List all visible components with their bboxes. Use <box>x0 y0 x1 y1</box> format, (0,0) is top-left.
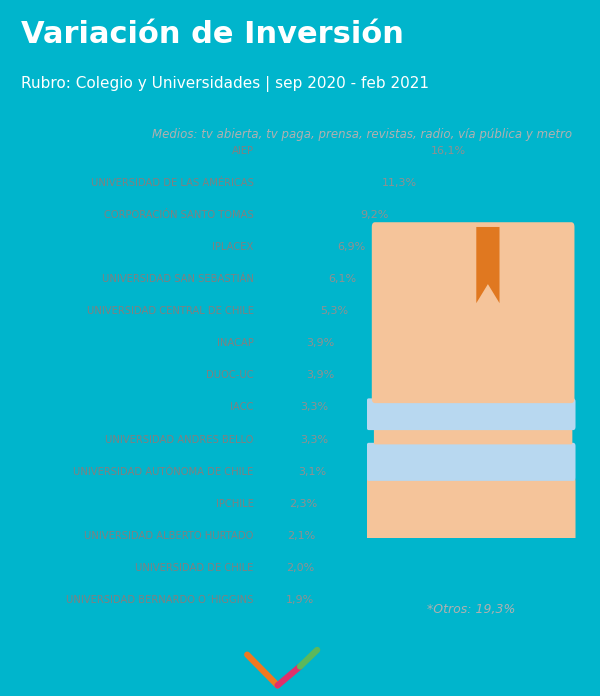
Text: 3,3%: 3,3% <box>300 402 328 413</box>
FancyBboxPatch shape <box>372 222 574 403</box>
Bar <box>262 496 286 512</box>
Bar <box>262 142 428 159</box>
Text: INACAP: INACAP <box>217 338 254 348</box>
Bar <box>262 367 302 383</box>
Bar <box>262 207 357 223</box>
Text: Variación de Inversión: Variación de Inversión <box>21 20 404 49</box>
Text: IACC: IACC <box>230 402 254 413</box>
Bar <box>262 174 379 191</box>
Bar <box>262 271 325 287</box>
FancyBboxPatch shape <box>367 398 575 430</box>
Text: 9,2%: 9,2% <box>361 209 389 220</box>
Text: 5,3%: 5,3% <box>320 306 349 316</box>
Text: 11,3%: 11,3% <box>382 177 417 188</box>
Text: 3,9%: 3,9% <box>306 370 334 380</box>
Text: 1,9%: 1,9% <box>286 595 314 605</box>
Text: UNIVERSIDAD ANDRES BELLO: UNIVERSIDAD ANDRES BELLO <box>106 434 254 445</box>
Polygon shape <box>476 227 500 303</box>
Text: IPLACEX: IPLACEX <box>212 242 254 252</box>
Bar <box>262 432 296 448</box>
Text: *Otros: 19,3%: *Otros: 19,3% <box>427 603 515 616</box>
FancyBboxPatch shape <box>367 477 575 541</box>
Text: UNIVERSIDAD ALBERTO HURTADO: UNIVERSIDAD ALBERTO HURTADO <box>85 531 254 541</box>
Text: Medios: tv abierta, tv paga, prensa, revistas, radio, vía pública y metro: Medios: tv abierta, tv paga, prensa, rev… <box>152 128 572 141</box>
Text: UNIVERSIDAD DE LAS AMÉRICAS: UNIVERSIDAD DE LAS AMÉRICAS <box>91 177 254 188</box>
Text: 16,1%: 16,1% <box>431 145 466 155</box>
FancyBboxPatch shape <box>367 443 575 481</box>
Text: CORPORACIÓN SANTO TOMAS: CORPORACIÓN SANTO TOMAS <box>104 209 254 220</box>
Text: UNIVERSIDAD AUTÓNOMA DE CHILE: UNIVERSIDAD AUTÓNOMA DE CHILE <box>73 467 254 477</box>
Text: egatime: egatime <box>316 661 398 679</box>
FancyBboxPatch shape <box>374 429 572 444</box>
Bar <box>262 239 333 255</box>
Text: DUOC-UC: DUOC-UC <box>206 370 254 380</box>
Text: 3,9%: 3,9% <box>306 338 334 348</box>
Text: 6,1%: 6,1% <box>329 274 357 284</box>
Text: 2,3%: 2,3% <box>290 499 318 509</box>
Text: UNIVERSIDAD CENTRAL DE CHILE: UNIVERSIDAD CENTRAL DE CHILE <box>87 306 254 316</box>
Text: 3,3%: 3,3% <box>300 434 328 445</box>
Bar <box>262 560 283 576</box>
Bar <box>262 592 282 608</box>
Text: 2,1%: 2,1% <box>287 531 316 541</box>
Bar <box>262 528 284 544</box>
Text: UNIVERSIDAD DE CHILE: UNIVERSIDAD DE CHILE <box>136 563 254 573</box>
Text: 2,0%: 2,0% <box>287 563 315 573</box>
Text: 3,1%: 3,1% <box>298 467 326 477</box>
Bar <box>262 303 317 319</box>
Text: UNIVERSIDAD BERNARDO O´HIGGINS: UNIVERSIDAD BERNARDO O´HIGGINS <box>67 595 254 605</box>
Text: UNIVERSIDAD SAN SEBASTIÁN: UNIVERSIDAD SAN SEBASTIÁN <box>102 274 254 284</box>
Bar <box>262 335 302 351</box>
Text: IPCHILE: IPCHILE <box>216 499 254 509</box>
Bar <box>262 464 294 480</box>
Text: 6,9%: 6,9% <box>337 242 365 252</box>
Bar <box>262 399 296 416</box>
Text: AIEP: AIEP <box>232 145 254 155</box>
Text: Rubro: Colegio y Universidades | sep 2020 - feb 2021: Rubro: Colegio y Universidades | sep 202… <box>21 76 429 92</box>
